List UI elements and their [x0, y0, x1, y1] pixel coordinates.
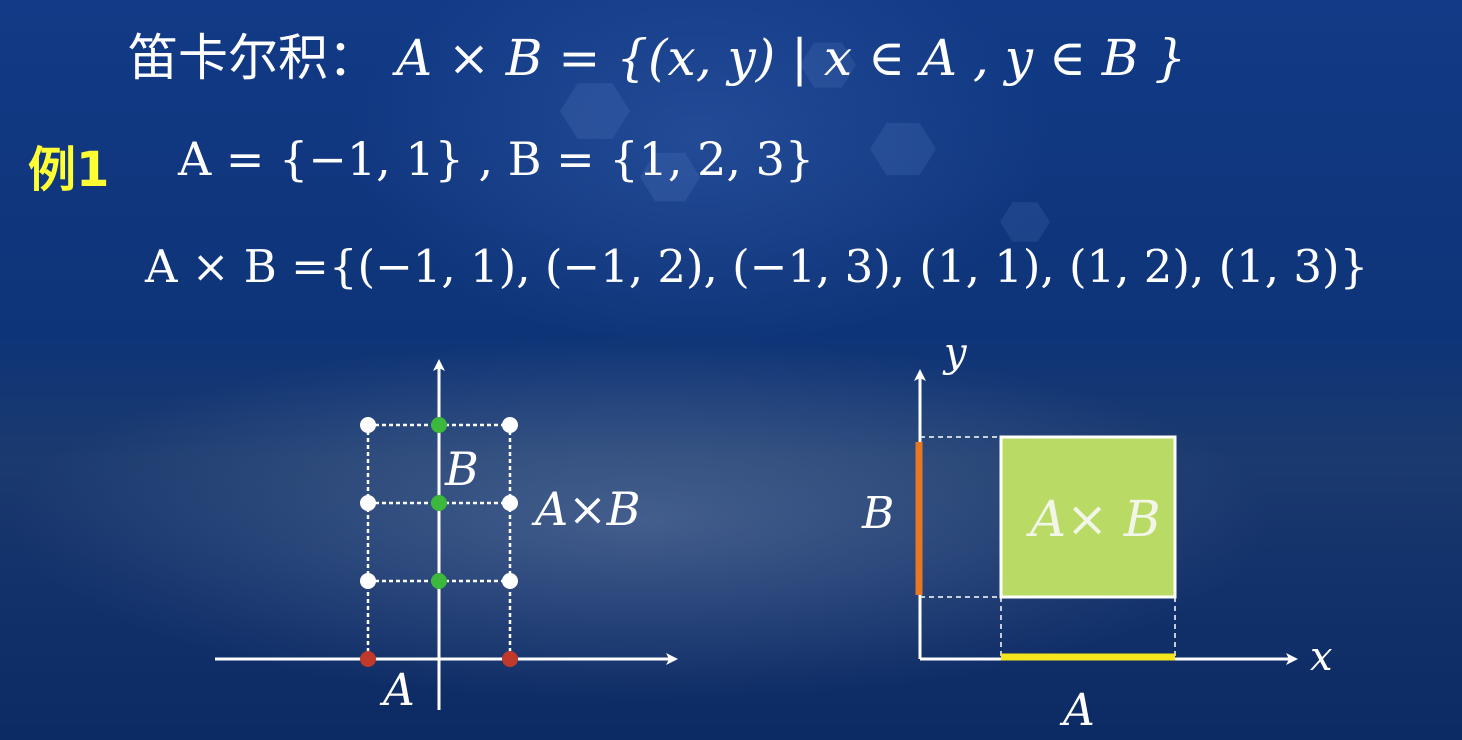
example-label: 例1 [28, 142, 110, 198]
title-formula: A × B = {(x, y) | x ∈ A , y ∈ B } [396, 29, 1187, 87]
example-sets: A = {−1, 1} , B = {1, 2, 3} [178, 132, 815, 186]
example-product: A × B ={(−1, 1), (−1, 2), (−1, 3), (1, 1… [145, 240, 1369, 293]
left-diagram: B A×B A [215, 359, 678, 716]
product-point [502, 573, 518, 589]
decor-hexagon [560, 83, 630, 139]
left-label-a: A [379, 665, 415, 716]
right-axis-x-label: x [1310, 634, 1333, 680]
b-point [431, 495, 447, 511]
b-point [431, 417, 447, 433]
a-point [360, 651, 376, 667]
product-point [360, 417, 376, 433]
left-label-product: A×B [531, 482, 641, 536]
right-diagram: y x B A× B A [861, 330, 1333, 736]
product-point [360, 495, 376, 511]
right-label-product: A× B [1026, 490, 1161, 548]
decor-hexagon [640, 152, 700, 202]
left-points [360, 417, 518, 667]
right-axis-y-label: y [942, 330, 968, 376]
right-label-b: B [861, 488, 894, 539]
product-point [502, 417, 518, 433]
left-label-b: B [444, 442, 479, 496]
title-line: 笛卡尔积： A × B = {(x, y) | x ∈ A , y ∈ B } [128, 18, 1186, 90]
product-rectangle [999, 435, 1177, 599]
right-label-a: A [1059, 685, 1095, 736]
product-point [502, 495, 518, 511]
product-point [360, 573, 376, 589]
decor-hexagon [870, 122, 936, 176]
a-point [502, 651, 518, 667]
title-term: 笛卡尔积： [128, 29, 378, 87]
b-point [431, 573, 447, 589]
